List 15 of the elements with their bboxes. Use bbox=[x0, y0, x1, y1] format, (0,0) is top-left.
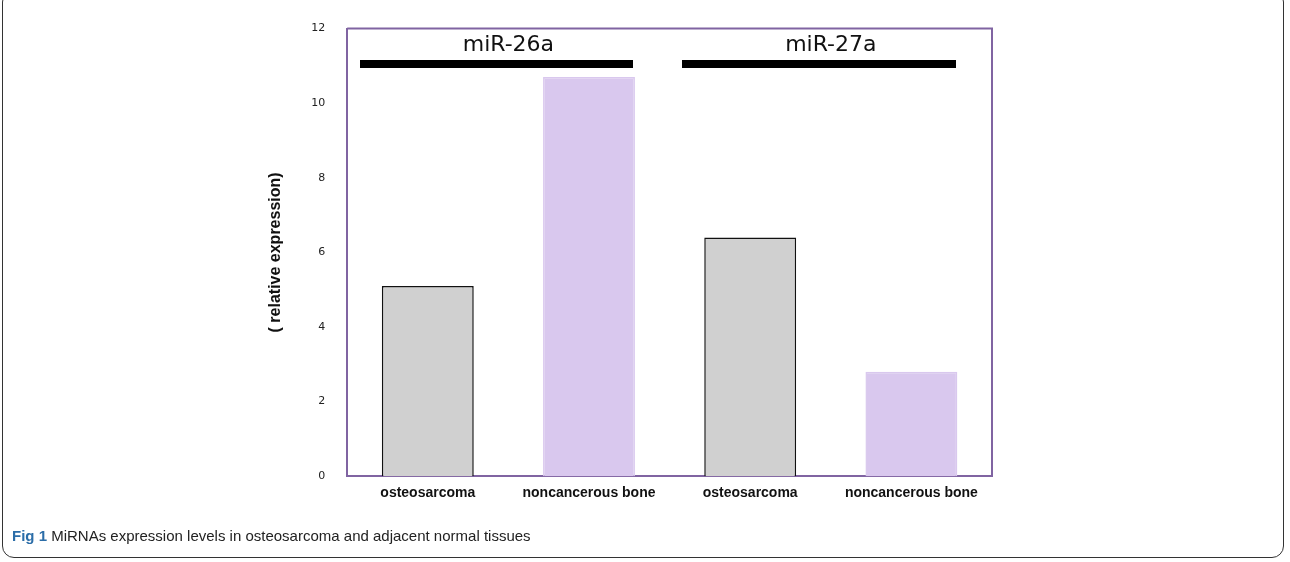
annotation: miR-26a bbox=[462, 31, 555, 57]
y-tick-label: 10 bbox=[311, 96, 326, 110]
y-axis-title: ( relative expression) bbox=[266, 172, 284, 333]
x-tick-label: noncancerous bone bbox=[844, 484, 979, 501]
x-tick-label: osteosarcoma bbox=[702, 484, 798, 501]
x-tick-label: osteosarcoma bbox=[380, 484, 476, 501]
y-tick-label: 8 bbox=[318, 170, 326, 184]
y-tick-label: 0 bbox=[318, 469, 326, 483]
annotation: miR-27a bbox=[785, 31, 877, 57]
y-tick-label: 4 bbox=[318, 319, 326, 333]
y-tick-label: 6 bbox=[318, 245, 326, 259]
y-tick-label: 2 bbox=[318, 394, 326, 408]
caption: Fig 1 MiRNAs expression levels in osteosarcoma and adjacent normal tissues bbox=[12, 527, 531, 544]
x-tick-label: noncancerous bone bbox=[522, 484, 656, 501]
y-tick-label: 12 bbox=[311, 21, 326, 35]
